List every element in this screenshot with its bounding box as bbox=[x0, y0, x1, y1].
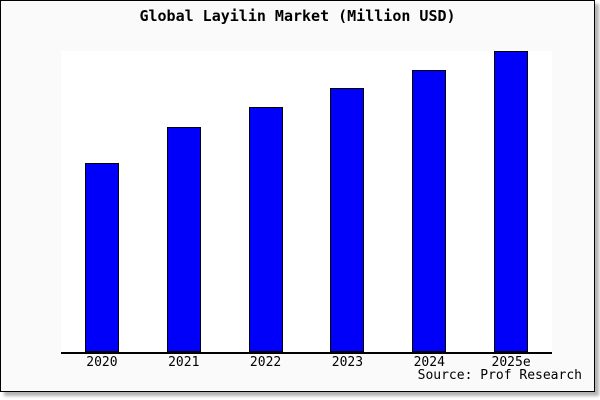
bar-2021 bbox=[166, 126, 201, 352]
chart-card: Global Layilin Market (Million USD) 2020… bbox=[0, 0, 595, 392]
x-axis-label-2023: 2023 bbox=[331, 355, 364, 370]
x-axis-label-2022: 2022 bbox=[249, 355, 282, 370]
x-axis-label-2020: 2020 bbox=[86, 355, 118, 370]
bar-2020 bbox=[84, 162, 119, 352]
plot-area bbox=[61, 51, 552, 354]
bar-2023 bbox=[330, 88, 365, 352]
bar-2025e bbox=[494, 51, 529, 352]
source-credit: Source: Prof Research bbox=[417, 368, 582, 383]
x-axis-label-2025e: 2025e bbox=[491, 355, 531, 370]
bar-2024 bbox=[412, 69, 447, 352]
x-axis-label-2024: 2024 bbox=[413, 355, 445, 370]
chart-title: Global Layilin Market (Million USD) bbox=[139, 7, 456, 25]
x-axis-label-2021: 2021 bbox=[168, 355, 200, 370]
bar-2022 bbox=[248, 107, 283, 352]
